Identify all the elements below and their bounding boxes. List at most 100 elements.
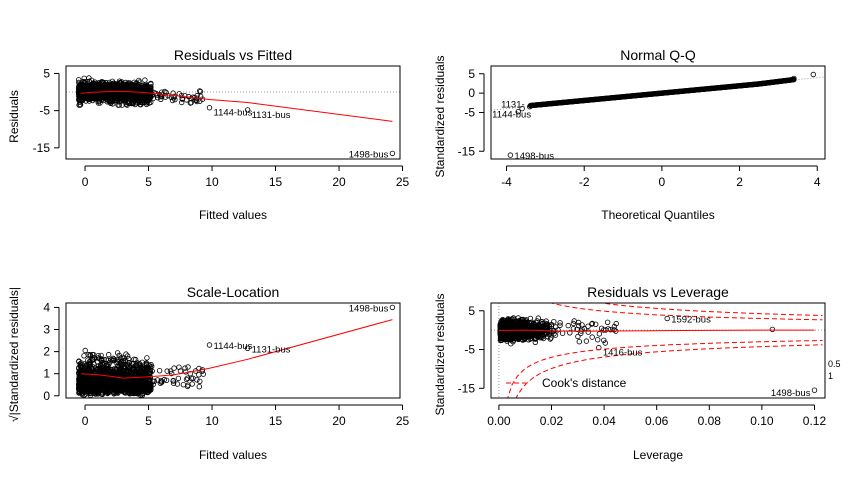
data-point <box>124 386 130 393</box>
data-point <box>91 80 97 86</box>
data-point <box>182 365 188 371</box>
point-label: 1498-bus <box>349 149 389 160</box>
data-point <box>78 388 84 394</box>
data-point <box>196 384 202 390</box>
y-axis-label: Residuals <box>7 90 21 143</box>
data-point <box>107 383 114 389</box>
data-point <box>123 369 130 375</box>
data-point <box>515 108 521 115</box>
x-tick-label: 10 <box>205 414 219 428</box>
smoother-line <box>81 90 393 122</box>
data-point <box>185 364 191 370</box>
data-point <box>535 315 541 321</box>
data-point <box>105 351 112 358</box>
data-point <box>206 342 213 348</box>
data-point <box>82 347 88 354</box>
data-point <box>143 385 149 392</box>
data-point <box>154 377 161 383</box>
data-point <box>125 389 132 396</box>
y-tick-label: 0 <box>468 86 475 100</box>
data-point <box>134 363 140 369</box>
data-point <box>134 360 141 366</box>
data-point <box>197 378 203 384</box>
data-point <box>170 380 177 386</box>
data-point <box>527 103 533 110</box>
data-point <box>196 88 203 94</box>
data-point <box>163 377 170 383</box>
x-axis-label: Fitted values <box>199 448 267 462</box>
data-point <box>113 97 120 103</box>
data-point <box>178 99 185 106</box>
x-tick-label: -4 <box>501 175 512 189</box>
x-tick-label: 5 <box>145 414 152 428</box>
plot-area <box>75 304 396 398</box>
data-point <box>101 82 107 88</box>
data-point <box>75 77 82 83</box>
data-point <box>171 365 177 371</box>
y-tick-label: 1 <box>43 367 50 381</box>
x-axis-label: Theoretical Quantiles <box>601 208 714 222</box>
data-point <box>98 376 104 382</box>
data-point <box>194 377 200 383</box>
plot-frame <box>65 302 401 399</box>
data-point <box>130 389 137 395</box>
data-point <box>136 99 143 105</box>
data-point <box>119 102 125 108</box>
data-point <box>95 353 101 359</box>
data-point <box>104 377 110 383</box>
y-tick-label: 2 <box>43 345 50 359</box>
data-point <box>123 385 129 391</box>
data-point <box>95 370 102 377</box>
data-point <box>117 368 124 374</box>
data-point <box>121 94 127 100</box>
data-point <box>77 84 83 91</box>
data-point <box>124 353 131 359</box>
data-point <box>200 371 206 377</box>
data-point <box>91 384 97 390</box>
data-point <box>113 359 119 366</box>
point-label: 1144-bus <box>492 110 531 121</box>
x-tick-label: -2 <box>579 175 590 189</box>
data-point <box>114 356 121 362</box>
data-point <box>129 100 136 107</box>
data-point <box>99 384 105 390</box>
data-point <box>130 83 136 90</box>
data-point <box>80 78 86 85</box>
data-point <box>91 361 97 367</box>
x-tick-label: 0 <box>82 175 89 189</box>
data-point <box>144 355 150 361</box>
data-point <box>389 304 396 311</box>
data-point <box>176 364 182 370</box>
data-point <box>131 356 137 362</box>
x-tick-label: 4 <box>814 175 821 189</box>
data-point <box>105 92 111 98</box>
data-point <box>197 88 204 95</box>
data-points <box>75 304 396 398</box>
data-point <box>76 358 82 364</box>
data-point <box>167 368 174 374</box>
y-tick-label: -5 <box>39 104 50 118</box>
data-point <box>155 94 161 101</box>
data-point <box>111 369 118 375</box>
data-point <box>149 378 156 384</box>
data-point <box>85 370 91 376</box>
plot-title: Scale-Location <box>187 284 280 300</box>
data-point <box>95 98 101 104</box>
plot-title: Residuals vs Fitted <box>174 47 292 63</box>
data-point <box>146 386 152 393</box>
x-tick-label: 15 <box>269 175 283 189</box>
data-point <box>95 383 101 390</box>
point-label: 1144-bus <box>214 108 253 119</box>
data-point <box>149 368 155 374</box>
data-point <box>548 335 554 341</box>
y-tick-label: 5 <box>468 67 475 81</box>
data-point <box>99 85 106 92</box>
data-point <box>118 92 124 99</box>
data-point <box>136 368 143 375</box>
data-point <box>86 75 92 81</box>
plot-area <box>491 303 825 398</box>
data-point <box>164 368 170 374</box>
data-point <box>102 389 109 395</box>
